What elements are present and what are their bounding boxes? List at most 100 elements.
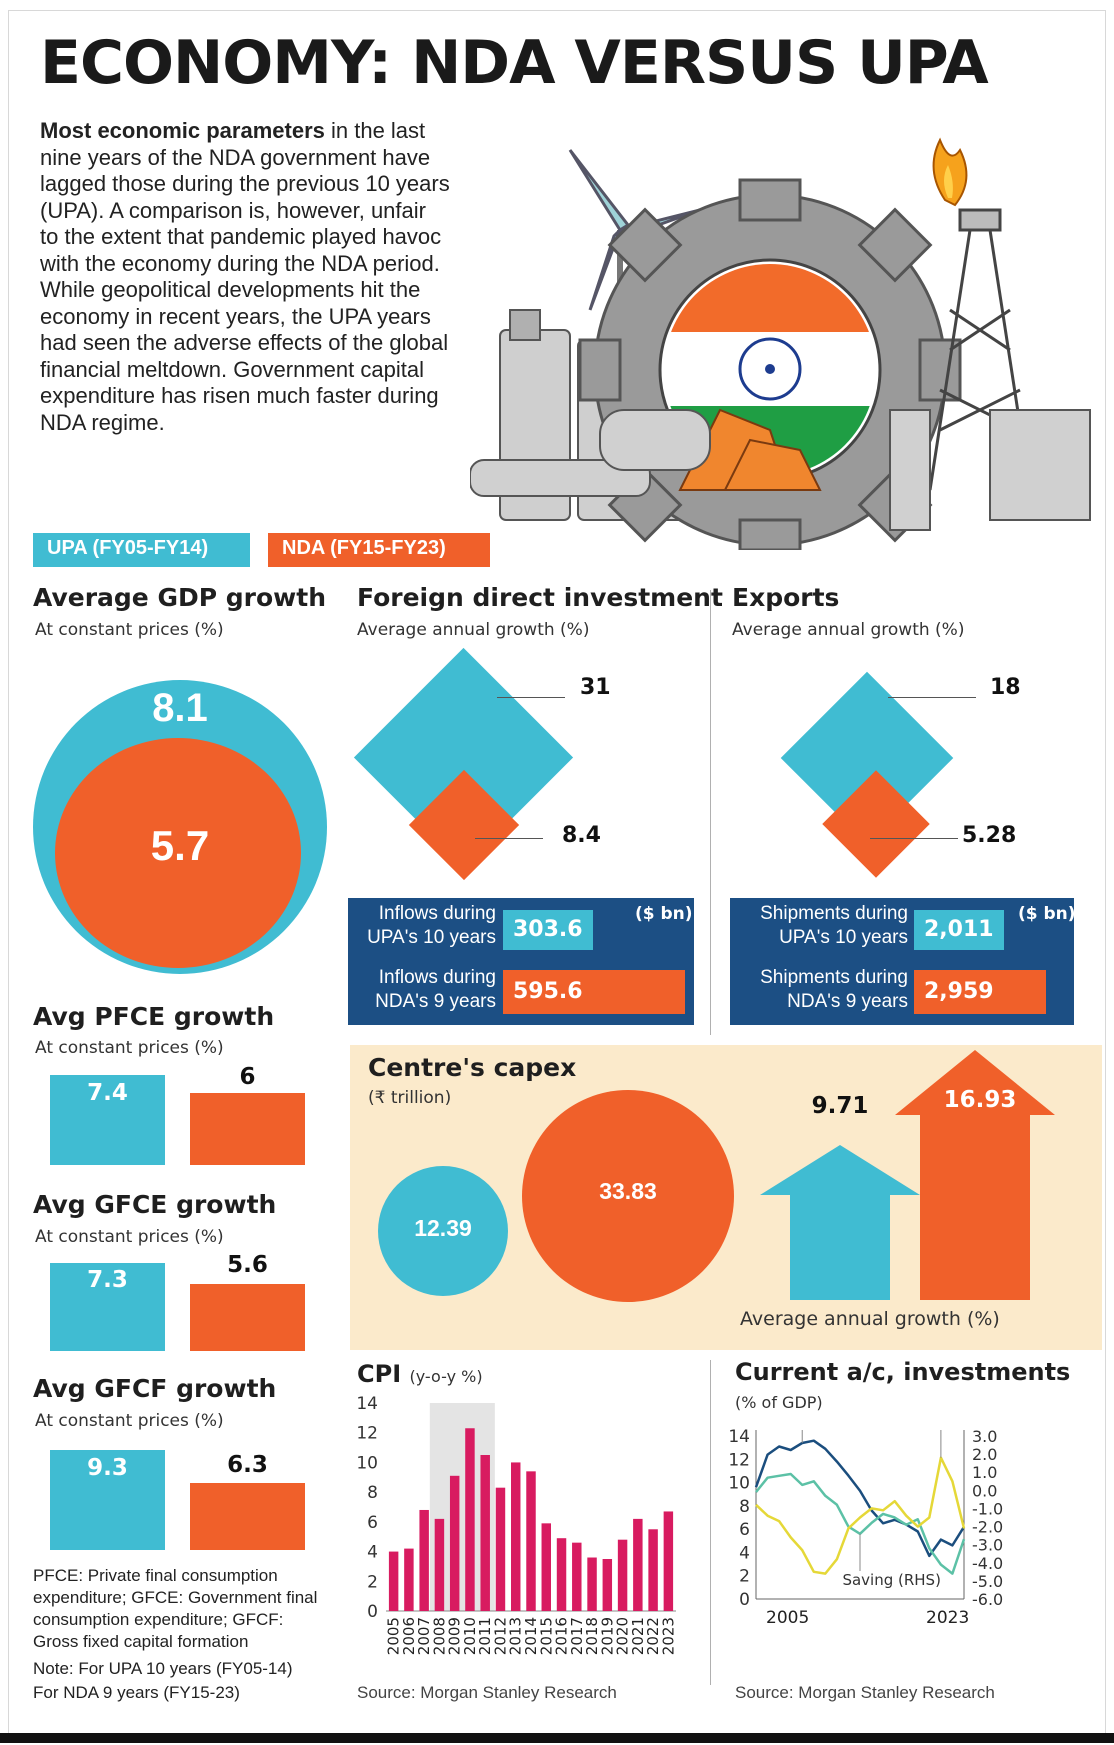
definitions-note: PFCE: Private final consumption expendit… <box>33 1566 318 1651</box>
cpi-bar <box>449 1475 460 1611</box>
cab-right-ytick-label: -1.0 <box>972 1499 1003 1518</box>
cpi-source: Source: Morgan Stanley Research <box>357 1683 617 1702</box>
cpi-bar <box>587 1557 597 1611</box>
cpi-bar <box>526 1471 536 1611</box>
cab-right-ytick-label: -3.0 <box>972 1536 1003 1555</box>
cpi-bar <box>541 1523 551 1611</box>
cpi-title: CPI (y-o-y %) <box>357 1360 483 1388</box>
cpi-bar <box>511 1462 521 1611</box>
note-upa-years: Note: For UPA 10 years (FY05-14) <box>33 1659 293 1678</box>
cab-title: Current a/c, investments <box>735 1358 1071 1386</box>
gfce-upa-value: 7.3 <box>87 1267 128 1293</box>
capex-nda-circle <box>522 1090 734 1302</box>
cpi-xtick-label: 2019 <box>598 1617 616 1655</box>
cpi-ytick-label: 0 <box>367 1602 378 1622</box>
cab-xtick-end: 2023 <box>926 1608 969 1628</box>
capex-title: Centre's capex <box>368 1053 577 1082</box>
fdi-row2-label: Inflows during NDA's 9 years <box>348 966 496 1014</box>
cpi-xtick-label: 2015 <box>537 1617 555 1655</box>
cpi-xtick-label: 2009 <box>446 1617 464 1655</box>
exports-subtitle: Average annual growth (%) <box>732 620 965 640</box>
fdi-row2-label-line2: NDA's 9 years <box>375 991 496 1012</box>
fdi-upa-value: 31 <box>580 675 611 700</box>
cpi-xtick-label: 2011 <box>476 1617 494 1655</box>
pipeline-illustration <box>470 409 1091 531</box>
pfce-subtitle: At constant prices (%) <box>35 1038 224 1058</box>
cpi-bar <box>495 1487 506 1611</box>
cpi-xtick-label: 2012 <box>491 1617 509 1655</box>
exports-upa-leader <box>888 697 976 698</box>
fdi-row2-value: 595.6 <box>503 970 685 1014</box>
cab-left-ytick-label: 6 <box>739 1520 750 1540</box>
cpi-bar <box>602 1559 613 1611</box>
cpi-xtick-label: 2013 <box>507 1617 525 1655</box>
fdi-nda-value: 8.4 <box>562 823 601 848</box>
exports-row1-label-line2: UPA's 10 years <box>779 927 908 948</box>
cpi-xtick-label: 2020 <box>614 1617 632 1655</box>
cpi-bar <box>465 1428 475 1611</box>
cpi-bar <box>388 1551 399 1611</box>
cpi-ytick-label: 12 <box>356 1424 378 1444</box>
cpi-xtick-label: 2006 <box>400 1617 418 1655</box>
cpi-xtick-label: 2023 <box>659 1617 677 1655</box>
cpi-chart: 0246810121420052006200720082009201020112… <box>356 1395 677 1655</box>
cpi-ytick-label: 10 <box>356 1453 378 1473</box>
cpi-bar <box>419 1509 429 1611</box>
fdi-row1-label-line1: Inflows during <box>378 903 496 924</box>
cpi-bar <box>434 1518 445 1611</box>
cab-right-ytick-label: -2.0 <box>972 1518 1003 1537</box>
intro-paragraph: Most economic parameters in the last nin… <box>40 118 450 436</box>
capex-growth-label: Average annual growth (%) <box>740 1308 1000 1330</box>
cpi-xtick-label: 2018 <box>583 1617 601 1655</box>
capex-subtitle: (₹ trillion) <box>368 1088 452 1108</box>
cab-left-ytick-label: 0 <box>739 1590 750 1610</box>
exports-upa-value: 18 <box>990 675 1021 700</box>
fdi-row1-label-line2: UPA's 10 years <box>367 927 496 948</box>
intro-text: in the last nine years of the NDA govern… <box>40 118 450 435</box>
cpi-ytick-label: 8 <box>367 1483 378 1503</box>
gfcf-subtitle: At constant prices (%) <box>35 1411 224 1431</box>
cpi-ytick-label: 6 <box>367 1513 378 1533</box>
intro-bold: Most economic parameters <box>40 118 325 143</box>
cpi-xtick-label: 2022 <box>644 1617 662 1655</box>
gfcf-nda-value: 6.3 <box>227 1452 268 1478</box>
cab-xtick-start: 2005 <box>766 1608 809 1628</box>
exports-title: Exports <box>732 583 840 612</box>
capex-growth-arrows <box>760 1050 1055 1300</box>
cpi-xtick-label: 2005 <box>385 1617 403 1655</box>
gdp-subtitle: At constant prices (%) <box>35 620 224 640</box>
gdp-nda-value: 5.7 <box>150 822 210 869</box>
cpi-xtick-label: 2016 <box>553 1617 571 1655</box>
cpi-xtick-label: 2008 <box>430 1617 448 1655</box>
cpi-xtick-label: 2017 <box>568 1617 586 1655</box>
capex-upa-arrow <box>760 1145 920 1300</box>
gdp-nda-circle <box>55 738 301 968</box>
cpi-bar <box>617 1539 628 1611</box>
legend-upa: UPA (FY05-FY14) <box>33 533 250 567</box>
flame-illustration <box>932 137 968 207</box>
ore-pile-illustration <box>678 408 822 491</box>
gfcf-nda-bar <box>190 1483 305 1550</box>
capex-nda-arrow <box>895 1050 1055 1300</box>
cpi-xtick-label: 2014 <box>522 1617 540 1655</box>
cpi-bar <box>648 1529 658 1611</box>
gdp-upa-value: 8.1 <box>152 686 208 730</box>
cab-saving-annotation: Saving (RHS) <box>842 1571 940 1589</box>
cpi-ytick-label: 2 <box>367 1572 378 1592</box>
cpi-ytick-label: 4 <box>367 1543 378 1563</box>
fdi-subtitle: Average annual growth (%) <box>357 620 590 640</box>
bottom-rule <box>0 1733 1114 1743</box>
cpi-bar <box>480 1455 490 1611</box>
exports-row2-label-line1: Shipments during <box>760 967 908 988</box>
cab-right-ytick-label: -4.0 <box>972 1554 1003 1573</box>
cpi-ytick-label: 14 <box>356 1395 378 1414</box>
fdi-row2-label-line1: Inflows during <box>378 967 496 988</box>
cab-right-ytick-label: -6.0 <box>972 1590 1003 1609</box>
cab-left-ytick-label: 8 <box>739 1497 750 1517</box>
note-nda-years: For NDA 9 years (FY15-23) <box>33 1683 240 1702</box>
cab-source: Source: Morgan Stanley Research <box>735 1683 995 1702</box>
cpi-bar <box>556 1538 567 1611</box>
pfce-nda-bar <box>190 1093 305 1165</box>
fdi-nda-leader <box>475 838 543 839</box>
cab-investment-line <box>754 1439 966 1558</box>
